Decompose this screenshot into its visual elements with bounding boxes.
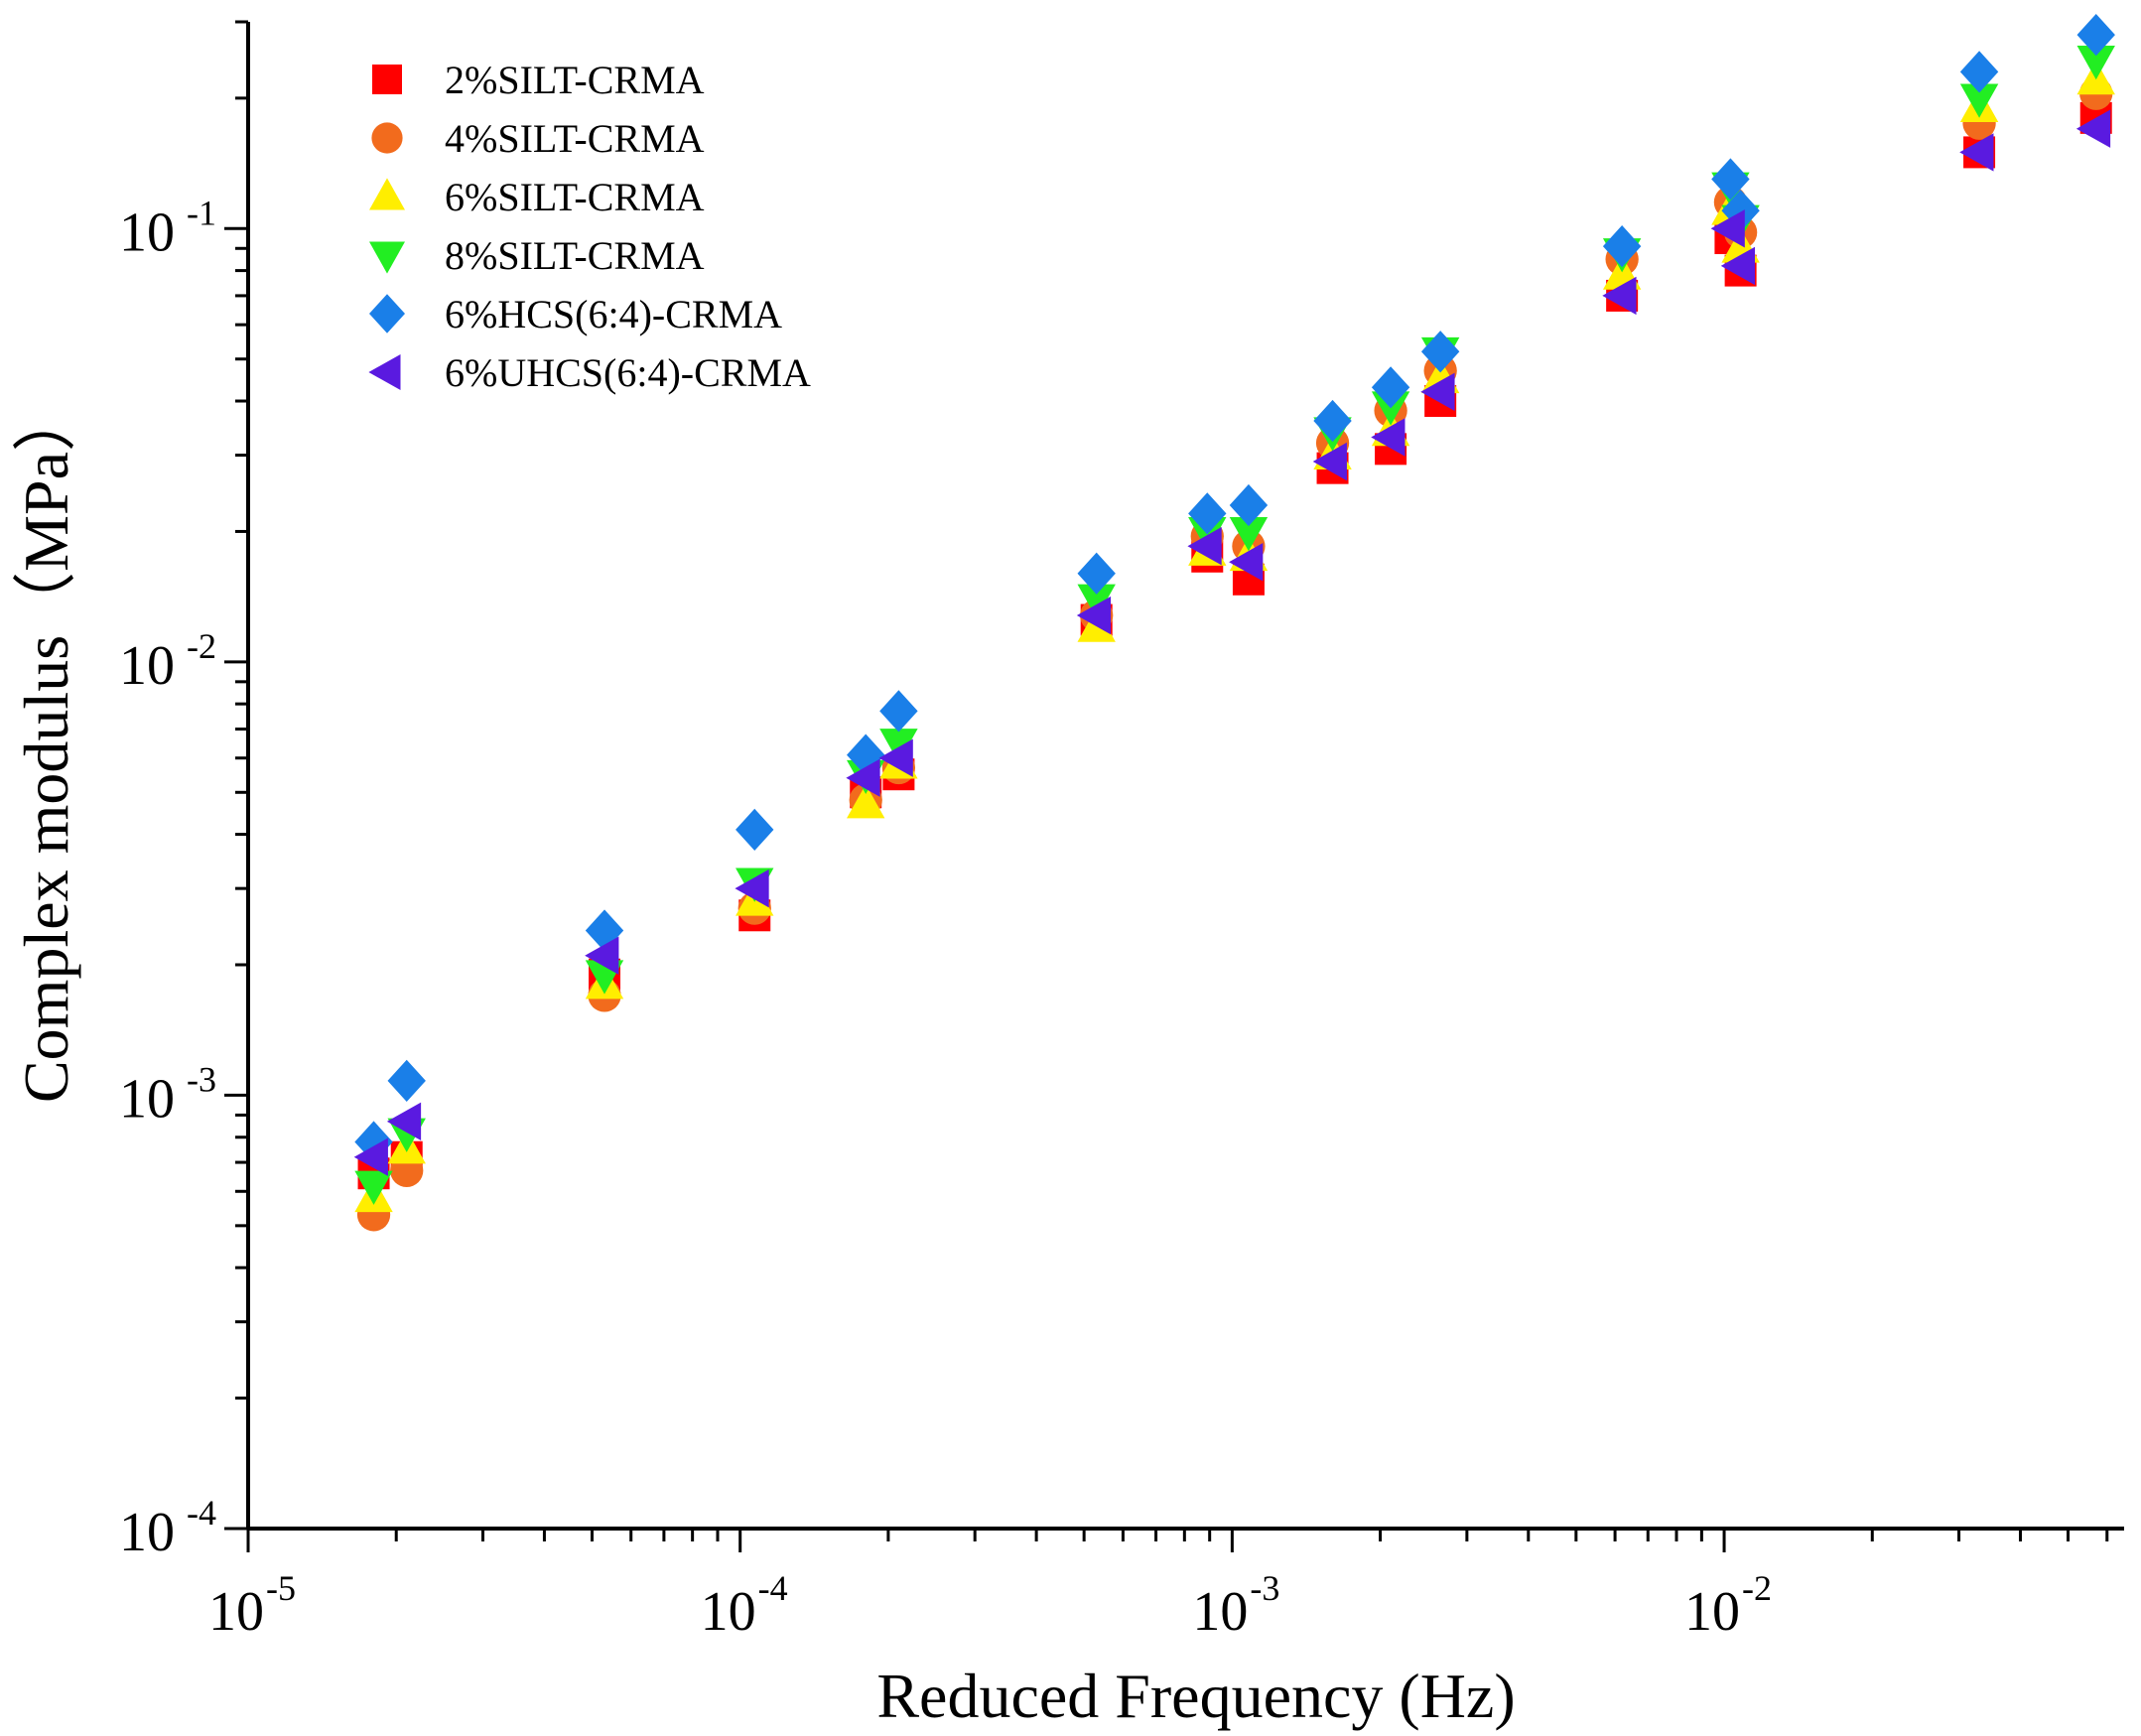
y-tick-exponent: -4: [187, 1493, 216, 1533]
data-point: [879, 690, 918, 733]
x-tick-exponent: -2: [1742, 1568, 1772, 1608]
data-point: [1602, 225, 1642, 268]
data-point: [1229, 543, 1264, 582]
data-point: [847, 734, 885, 776]
data-point: [1077, 552, 1116, 595]
data-point: [1076, 596, 1112, 635]
data-point: [1187, 527, 1222, 566]
x-tick-label: 10: [208, 1581, 264, 1643]
data-point: [847, 784, 885, 819]
series-4: [354, 45, 2115, 1205]
data-point: [1229, 517, 1269, 552]
data-point: [1959, 51, 1999, 93]
legend-label: 6%SILT-CRMA: [445, 175, 705, 219]
data-point: [1077, 584, 1116, 618]
y-tick-label: 10: [119, 635, 175, 697]
data-point: [878, 738, 913, 777]
x-tick-exponent: -5: [266, 1568, 296, 1608]
legend-marker: [372, 65, 402, 94]
data-point: [1720, 246, 1756, 286]
data-point: [386, 1102, 422, 1141]
data-point: [354, 1170, 393, 1205]
series-5: [354, 13, 2115, 1163]
data-point: [2076, 13, 2115, 57]
data-point: [879, 729, 918, 763]
data-point: [1313, 399, 1352, 443]
data-point: [353, 1137, 388, 1176]
data-point: [585, 936, 619, 975]
x-axis-title: Reduced Frequency (Hz): [876, 1661, 1515, 1731]
x-tick-label: 10: [1684, 1581, 1740, 1643]
data-point: [1312, 442, 1347, 481]
y-tick-exponent: -1: [187, 193, 216, 232]
data-point: [387, 1059, 426, 1102]
series-6: [353, 109, 2111, 1176]
legend-marker: [369, 178, 405, 210]
data-point: [1420, 372, 1455, 411]
x-tick-exponent: -3: [1250, 1568, 1279, 1608]
data-point: [1371, 391, 1410, 426]
data-point: [735, 868, 769, 908]
legend-label: 6%HCS(6:4)-CRMA: [445, 292, 782, 336]
data-point: [1188, 492, 1227, 535]
data-point: [2076, 45, 2115, 80]
data-point: [1371, 418, 1405, 457]
data-point: [2075, 109, 2111, 148]
legend-marker: [371, 122, 403, 154]
data-point: [1721, 190, 1760, 232]
y-axis-title: Complex modulus（MPa）: [11, 388, 81, 1103]
data-point: [1710, 209, 1745, 248]
y-tick-label: 10: [119, 1068, 175, 1130]
y-tick-exponent: -3: [187, 1059, 216, 1099]
legend-label: 8%SILT-CRMA: [445, 233, 705, 278]
legend-label: 4%SILT-CRMA: [445, 116, 705, 161]
data-point: [1371, 366, 1410, 409]
legend-marker: [369, 241, 405, 274]
y-tick-label: 10: [119, 201, 175, 263]
data-point: [1711, 158, 1750, 200]
legend-marker: [368, 354, 401, 390]
data-point: [1602, 276, 1637, 316]
legend-marker: [369, 294, 405, 334]
legend-label: 6%UHCS(6:4)-CRMA: [445, 350, 811, 395]
data-point: [1959, 133, 1994, 172]
data-point: [1959, 83, 1999, 118]
legend: 2%SILT-CRMA 4%SILT-CRMA 6%SILT-CRMA 8%SILT-…: [368, 58, 811, 395]
data-point: [846, 758, 880, 797]
x-tick-exponent: -4: [758, 1568, 788, 1608]
y-tick-label: 10: [119, 1502, 175, 1563]
data-point: [1420, 331, 1460, 373]
data-point: [354, 1121, 393, 1163]
data-point: [1229, 483, 1269, 527]
y-tick-exponent: -2: [187, 626, 216, 666]
data-point: [736, 808, 774, 852]
x-tick-label: 10: [1192, 1581, 1248, 1643]
legend-label: 2%SILT-CRMA: [445, 58, 705, 102]
x-tick-label: 10: [701, 1581, 756, 1643]
